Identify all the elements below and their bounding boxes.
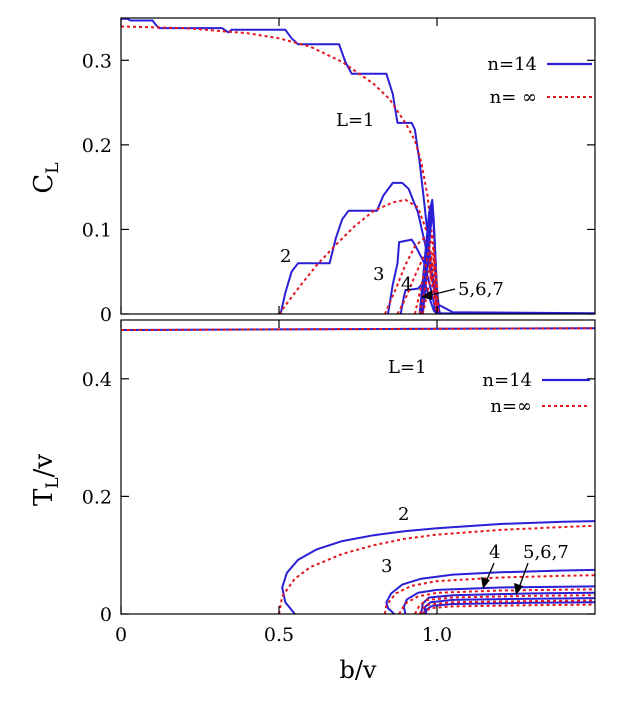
x-tick-label: 0.5 [264, 624, 294, 646]
bottom-annotation-567-arrow [518, 562, 529, 589]
bottom-series-ninf-3 [278, 524, 595, 614]
bottom-series-n14-10 [424, 601, 595, 614]
bottom-ytick-label: 0.2 [82, 486, 112, 508]
bottom-annotation-567: 5,6,7 [523, 542, 569, 563]
bottom-panel: 00.20.4 0 0.5 1.0 TL/v n=14 n=∞ L=1 2 3 4 … [29, 319, 596, 684]
bottom-ylabel-tail: /v [29, 454, 59, 478]
top-annotation-2: 2 [280, 246, 291, 267]
top-series-n14-0 [121, 18, 595, 314]
bottom-ytick-label: 0.4 [82, 369, 112, 391]
top-ylabel-sub: L [43, 162, 63, 173]
bottom-ylabel-main: T [29, 488, 59, 506]
top-ytick-label: 0.2 [82, 135, 112, 157]
bottom-series-n14-4 [385, 568, 595, 614]
bottom-annotation-3: 3 [381, 556, 392, 577]
bottom-series-ninf-5 [383, 574, 595, 614]
bottom-annotation-4-arrowhead [481, 577, 490, 589]
top-ylabel-main: C [29, 174, 59, 194]
top-annotation-567-arrowhead [421, 290, 432, 300]
bottom-legend-label-ninf: n=∞ [490, 396, 532, 417]
bottom-series-ninf-12 [418, 599, 595, 614]
top-series-ninf-5 [383, 236, 438, 314]
top-ylabel: CL [29, 162, 63, 193]
top-series-n14-4 [387, 238, 438, 314]
top-series-ninf-7 [396, 253, 438, 314]
bottom-series-n14-9 [423, 597, 595, 614]
top-ytick-label: 0.3 [82, 50, 112, 72]
bottom-legend: n=14 n=∞ [482, 370, 590, 417]
bottom-annotation-4-arrow [485, 562, 495, 583]
bottom-series-ninf-1 [121, 327, 595, 331]
bottom-series-n14-2 [281, 520, 595, 614]
top-plot-frame [120, 17, 596, 315]
top-series-n14-10 [421, 211, 441, 314]
top-annotation-L1: L=1 [336, 110, 375, 131]
bottom-series-n14-8 [420, 591, 595, 614]
top-series-ninf-1 [121, 25, 440, 314]
top-ytick-label: 0.1 [82, 219, 112, 241]
bottom-legend-label-n14: n=14 [482, 370, 532, 391]
bottom-ylabel-sub: L [43, 477, 63, 488]
bottom-annotation-L1: L=1 [388, 357, 427, 378]
bottom-plot-frame [120, 319, 596, 615]
top-legend-label-ninf: n= ∞ [490, 87, 537, 108]
bottom-annotation-4: 4 [489, 542, 500, 563]
bottom-annotation-2: 2 [398, 504, 409, 525]
top-panel: 0 0.1 0.2 0.3 CL n=14 n= ∞ L=1 2 3 4 5,6,7 [29, 17, 596, 326]
top-ytick-label: 0 [100, 304, 112, 326]
x-axis-label: b/v [339, 656, 376, 684]
top-annotation-4: 4 [401, 274, 412, 295]
bottom-series-ninf-11 [414, 594, 595, 614]
bottom-ytick-label: 0 [100, 604, 112, 626]
top-series-n14-6 [399, 280, 438, 314]
top-series-ninf-3 [278, 198, 440, 314]
top-annotation-3: 3 [373, 264, 384, 285]
top-legend: n=14 n= ∞ [487, 54, 592, 108]
bottom-ylabel: TL/v [29, 454, 63, 506]
bottom-series-ninf-7 [398, 588, 595, 614]
top-annotation-567: 5,6,7 [458, 279, 504, 300]
bottom-annotation-567-arrowhead [514, 583, 523, 595]
x-tick-label: 1.0 [422, 624, 452, 646]
top-legend-label-n14: n=14 [487, 54, 537, 75]
x-tick-label: 0 [115, 624, 127, 646]
bottom-series-ninf-13 [422, 603, 595, 614]
top-series-ninf-13 [421, 253, 440, 314]
